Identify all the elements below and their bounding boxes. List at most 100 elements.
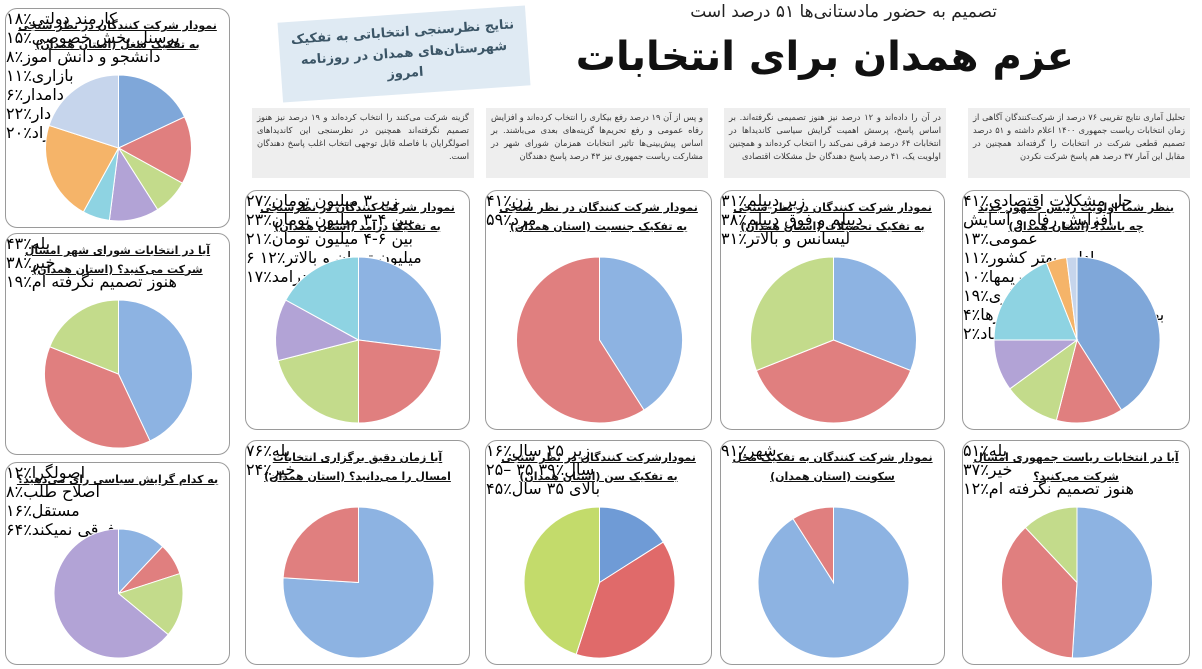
slice-label: بله٪۴۳	[6, 234, 229, 253]
pie-slice	[523, 506, 600, 655]
slice-value-label: ٪۳۷	[963, 460, 989, 479]
chart-card: زیر ۳ میلیون تومان٪۲۷ بین ۴-۳ میلیون توما…	[245, 190, 470, 430]
slice-value-label: ٪۱۸	[6, 9, 32, 28]
slice-value-label: ٪۳۱	[721, 191, 747, 210]
slice-label: بازاری٪۱۱	[6, 66, 229, 85]
slice-value-label: ٪۲۳	[246, 210, 272, 229]
pie-slice	[44, 346, 151, 449]
slice-category: خیر	[271, 460, 296, 479]
slice-category: خیر	[31, 253, 56, 272]
chart-card: بله٪۵۱ خیر٪۳۷ هنوز تصمیم نگرفته ام٪۱۲ آیا د…	[962, 440, 1190, 665]
slice-category: دانشجو و دانش آموز	[23, 47, 161, 66]
chart-title: نمودار شرکت کنندگان در نظر سنجی به تفکیک…	[18, 19, 217, 51]
slice-value-label: ٪۲۰	[6, 123, 32, 142]
chart-card: زن٪۴۱ مرد٪۵۹ نمودار شرکت کنندگان در نظر سن…	[485, 190, 712, 430]
slice-value-label: ٪۱۰	[963, 267, 989, 286]
slice-category: بله	[988, 441, 1008, 460]
intro-paragraph: تحلیل آماری نتایج تقریبی ۷۶ درصد از شرکت…	[968, 108, 1190, 178]
slice-value-label: ٪۵۹	[486, 210, 512, 229]
slice-category: زیر ۲۵ سال	[511, 441, 591, 460]
slice-label: خیر٪۳۸	[6, 253, 229, 272]
slice-label: حل مشکلات اقتصادی٪۴۱	[963, 191, 1189, 210]
slice-category: بالای ۳۵ سال	[511, 479, 601, 498]
pie-chart	[53, 528, 184, 659]
slice-category: لیسانس و بالاتر	[746, 229, 851, 248]
slice-value-label: ٪۱۷	[246, 267, 272, 286]
chart-title: آیا زمان دقیق برگزاری انتخابات امسال را …	[264, 451, 451, 483]
slice-value-label: ٪۱۶	[486, 441, 512, 460]
intro-paragraph: و پس از آن ۱۹ درصد رفع بیکاری را انتخاب …	[486, 108, 708, 178]
chart-title: نمودارشرکت کنندگان در نظر سنجی به تفکیک …	[501, 451, 696, 483]
chart-card: اصولگرا٪۱۲ اصلاح طلب٪۸ مستقل٪۱۶ فرقی نمیکند…	[5, 462, 230, 665]
pie-slice	[750, 256, 834, 372]
slice-value-label: ٪۲	[963, 324, 981, 343]
pie-slice	[1066, 256, 1078, 341]
slice-category: هنوز تصمیم نگرفته ام	[31, 272, 177, 291]
slice-category: شهر	[746, 441, 777, 460]
pie-slice	[1055, 338, 1123, 424]
pie-slice	[53, 528, 169, 659]
slice-label: پرسنل بخش خصوصی٪۱۵	[6, 28, 229, 47]
slice-value-label: ٪۶	[6, 85, 24, 104]
slice-value-label: ٪۳۱	[721, 229, 747, 248]
pie-slice	[1001, 526, 1078, 659]
pie-slice	[833, 256, 917, 372]
slice-value-label: ٪۲۲	[6, 104, 32, 123]
slice-category: بین ۶-۴ میلیون تومان	[271, 229, 413, 248]
chart-card: بله٪۷۶ خیر٪۲۴ آیا زمان دقیق برگزاری انتخاب…	[245, 440, 470, 665]
pie-slice	[755, 339, 912, 424]
slice-label: بله٪۵۱	[963, 441, 1189, 460]
intro-paragraph: در آن را داده‌اند و ۱۲ درصد نیز هنوز تصم…	[724, 108, 946, 178]
slice-value-label: ٪۲۱	[246, 229, 272, 248]
slice-value-label: ٪۳۸	[6, 253, 32, 272]
slice-value-label: ٪۲۷	[246, 191, 272, 210]
pie-chart	[757, 506, 910, 659]
pie-slice	[358, 339, 442, 424]
pie-chart	[993, 256, 1161, 424]
slice-value-label: ٪۱۹	[6, 272, 32, 291]
pie-slice	[993, 262, 1078, 341]
chart-title: بنظر شما اولویت رئیس جمهور جدید چه باشد؟…	[977, 201, 1175, 233]
slice-value-label: ٪۴	[963, 305, 981, 324]
pie-chart	[275, 256, 442, 424]
slice-value-label: ٪۱۲	[259, 248, 286, 267]
slice-value-label: ٪۱۱	[963, 248, 989, 267]
slice-category: مستقل	[31, 501, 80, 520]
chart-title: به کدام گرایش سیاسی رای می‌دهید؟	[16, 473, 219, 486]
slice-value-label: ٪۳۸	[721, 210, 747, 229]
pie-chart	[282, 506, 435, 659]
slice-value-label: ٪۴۵	[486, 479, 512, 498]
pie-chart	[44, 299, 193, 449]
slice-value-label: ٪۱۹	[963, 286, 989, 305]
slice-value-label: ٪۱۶	[6, 501, 32, 520]
chart-title: نمودار شرکت کنندگان در نظر سنجی به تفکیک…	[733, 201, 932, 233]
slice-category: پرسنل بخش خصوصی	[31, 28, 180, 47]
slice-category: بازاری	[31, 66, 74, 85]
slice-value-label: ٪۱۱	[6, 66, 32, 85]
slice-category: اصلاح طلب	[23, 482, 100, 501]
slice-label: هنوز تصمیم نگرفته ام٪۱۹	[6, 272, 229, 291]
slice-category: ۲۵– ۳۵ سال	[486, 460, 595, 479]
slice-category: حل مشکلات اقتصادی	[988, 191, 1133, 210]
slice-value-label: ٪۸	[6, 47, 24, 66]
slice-label: بالای ۳۵ سال٪۴۵	[486, 479, 711, 498]
chart-title: نمودار شرکت کنندگان در نظر سنجی به تفکیک…	[499, 201, 698, 233]
headline: عزم همدان برای انتخابات	[575, 34, 1074, 80]
chart-title: آیا در انتخابات ریاست جمهوری امسال شرکت …	[973, 451, 1179, 483]
slice-category: خیر	[988, 460, 1013, 479]
pie-slice	[49, 299, 119, 375]
slice-label: اصلاح طلب٪۸	[6, 482, 229, 501]
slice-category: زن	[511, 191, 532, 210]
slice-value-label: ٪۸	[6, 482, 24, 501]
slice-value-label: ٪۱۲	[6, 463, 32, 482]
pie-slice	[285, 256, 359, 341]
pie-slice	[117, 572, 184, 636]
slice-value-label: ٪۴۱	[963, 191, 989, 210]
pie-slice	[516, 256, 645, 424]
slice-label: بله٪۷۶	[246, 441, 469, 460]
slice-value-label: ٪۲۴	[246, 460, 272, 479]
slice-label: زیر ۲۵ سال٪۱۶	[486, 441, 711, 460]
slice-category: زیر دیپلم	[746, 191, 806, 210]
slice-value-label: ٪۴۳	[6, 234, 32, 253]
chart-title: نمودار شرکت کنندگان در نظرسنجی به تفکیک …	[260, 201, 455, 233]
